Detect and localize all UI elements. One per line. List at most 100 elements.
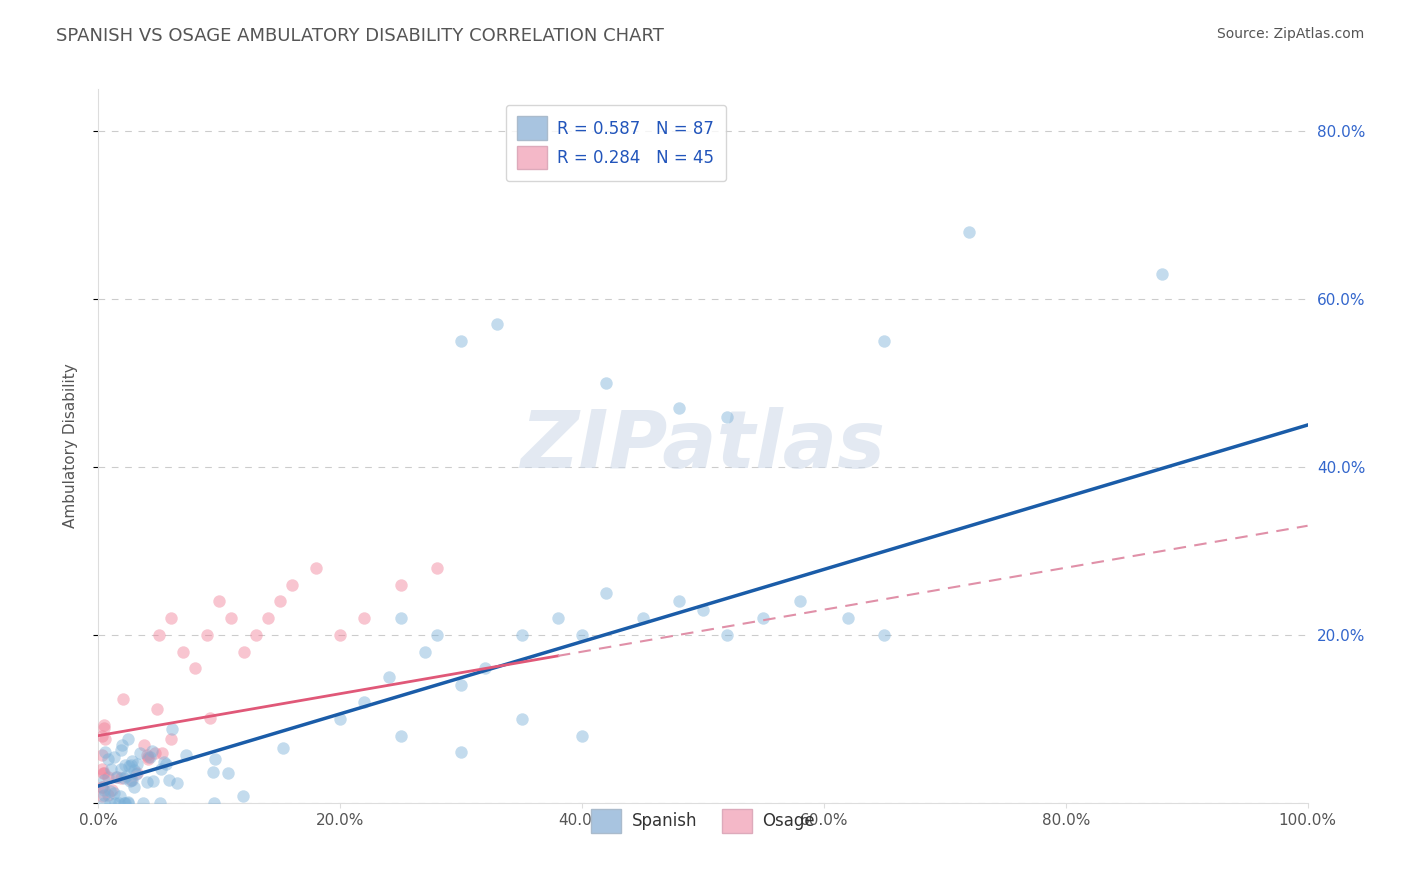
Point <box>547 611 569 625</box>
Point <box>134 739 156 753</box>
Point <box>716 409 738 424</box>
Point <box>97 788 120 802</box>
Point <box>426 628 449 642</box>
Point <box>692 603 714 617</box>
Point <box>108 796 131 810</box>
Point <box>172 645 194 659</box>
Point <box>571 628 593 642</box>
Point <box>221 611 243 625</box>
Point <box>389 611 412 625</box>
Point <box>91 780 114 794</box>
Point <box>204 796 226 810</box>
Point <box>143 746 166 760</box>
Point <box>122 780 145 794</box>
Point <box>329 628 352 642</box>
Point <box>120 757 142 772</box>
Point <box>93 721 115 735</box>
Point <box>157 773 180 788</box>
Point <box>146 701 169 715</box>
Point <box>245 628 267 642</box>
Point <box>232 645 254 659</box>
Point <box>208 594 231 608</box>
Point <box>103 749 125 764</box>
Point <box>93 796 115 810</box>
Point <box>110 789 132 804</box>
Point <box>98 796 121 810</box>
Point <box>121 754 143 768</box>
Point <box>204 752 226 766</box>
Point <box>716 628 738 642</box>
Point <box>595 376 617 390</box>
Legend: Spanish, Osage: Spanish, Osage <box>579 797 827 845</box>
Point <box>217 765 239 780</box>
Point <box>668 401 690 416</box>
Point <box>256 611 278 625</box>
Point <box>110 762 132 776</box>
Point <box>413 645 436 659</box>
Point <box>450 334 472 348</box>
Point <box>105 770 128 784</box>
Point <box>117 795 139 809</box>
Point <box>873 334 896 348</box>
Text: ZIPatlas: ZIPatlas <box>520 407 886 485</box>
Point <box>631 611 654 625</box>
Point <box>195 628 218 642</box>
Point <box>91 766 114 780</box>
Point <box>837 611 859 625</box>
Point <box>97 770 120 784</box>
Point <box>281 577 304 591</box>
Point <box>115 769 138 783</box>
Point <box>110 739 132 753</box>
Point <box>98 784 121 798</box>
Point <box>117 796 139 810</box>
Point <box>150 746 173 760</box>
Point <box>118 759 141 773</box>
Point <box>105 770 128 784</box>
Point <box>97 752 120 766</box>
Point <box>152 755 174 769</box>
Point <box>110 772 132 786</box>
Point <box>91 729 114 743</box>
Point <box>101 782 124 797</box>
Point <box>139 749 162 764</box>
Point <box>148 628 170 642</box>
Point <box>125 756 148 771</box>
Point <box>873 628 896 642</box>
Point <box>122 763 145 777</box>
Point <box>93 718 115 732</box>
Y-axis label: Ambulatory Disability: Ambulatory Disability <box>63 364 77 528</box>
Point <box>426 560 449 574</box>
Point <box>136 774 159 789</box>
Point <box>104 796 127 810</box>
Point <box>93 772 115 787</box>
Point <box>510 712 533 726</box>
Point <box>110 743 132 757</box>
Point <box>93 765 115 780</box>
Point <box>510 628 533 642</box>
Point <box>121 773 143 788</box>
Point <box>111 691 134 706</box>
Point <box>450 746 472 760</box>
Point <box>571 729 593 743</box>
Point <box>93 789 115 803</box>
Point <box>176 748 198 763</box>
Point <box>114 758 136 772</box>
Point <box>269 594 291 608</box>
Point <box>377 670 399 684</box>
Point <box>91 762 114 776</box>
Point <box>112 796 135 810</box>
Point <box>94 731 117 746</box>
Point <box>389 729 412 743</box>
Point <box>160 611 183 625</box>
Point <box>474 661 496 675</box>
Point <box>160 732 183 747</box>
Point <box>198 711 221 725</box>
Point <box>93 783 115 797</box>
Point <box>135 748 157 763</box>
Point <box>486 318 509 332</box>
Point <box>160 723 183 737</box>
Point <box>125 766 148 780</box>
Point <box>121 772 143 787</box>
Point <box>166 776 188 790</box>
Point <box>232 789 254 804</box>
